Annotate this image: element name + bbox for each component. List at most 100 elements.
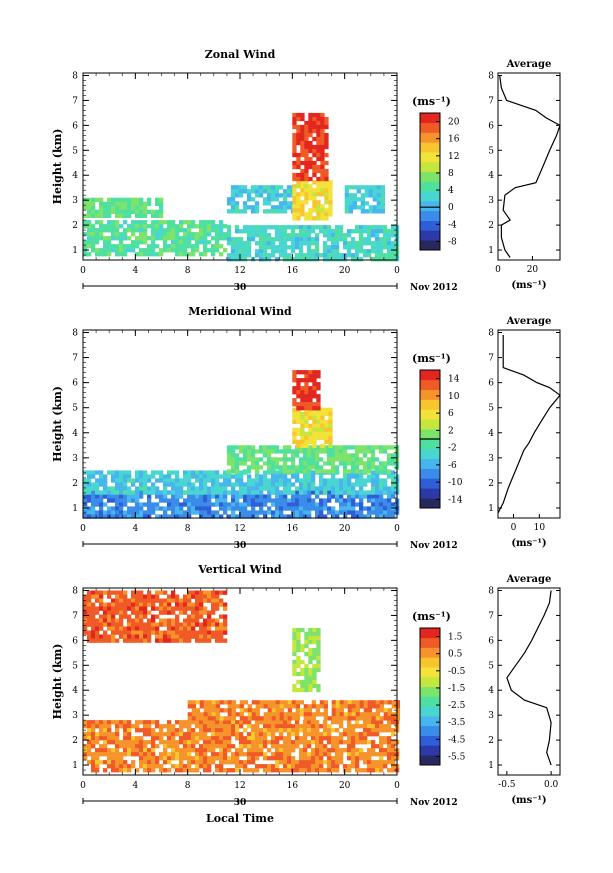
heatmap-cell <box>111 486 116 491</box>
heatmap-cell <box>319 514 324 519</box>
heatmap-cell <box>223 590 228 595</box>
heatmap-cell <box>314 249 320 254</box>
heatmap-cell <box>350 241 356 246</box>
heatmap-cell <box>155 490 160 495</box>
heatmap-cell <box>379 728 384 733</box>
heatmap-cell <box>103 590 108 595</box>
heatmap-cell <box>238 237 244 242</box>
data-patch <box>83 220 228 257</box>
heatmap-cell <box>300 136 305 142</box>
heatmap-cell <box>251 478 256 483</box>
heatmap-cell <box>211 224 216 229</box>
heatmap-cell <box>195 590 200 595</box>
heatmap-cell <box>308 439 313 444</box>
heatmap-cell <box>342 469 348 474</box>
heatmap-cell <box>375 728 380 733</box>
heatmap-cell <box>287 708 292 713</box>
heatmap-cell <box>103 474 108 479</box>
heatmap-cell <box>203 720 208 725</box>
heatmap-cell <box>195 244 200 249</box>
heatmap-cell <box>387 760 392 765</box>
heatmap-cell <box>187 602 192 607</box>
heatmap-cell <box>330 465 336 470</box>
heatmap-cell <box>279 716 284 721</box>
heatmap-cell <box>199 514 204 519</box>
heatmap-cell <box>187 590 192 595</box>
heatmap-cell <box>135 724 140 729</box>
heatmap-cell <box>300 116 305 122</box>
heatmap-cell <box>307 720 312 725</box>
heatmap-cell <box>163 760 168 765</box>
heatmap-cell <box>167 720 172 725</box>
heatmap-cell <box>195 764 200 769</box>
heatmap-cell <box>103 748 108 753</box>
heatmap-cell <box>211 720 216 725</box>
heatmap-cell <box>364 185 369 190</box>
heatmap-cell <box>167 498 172 503</box>
heatmap-cell <box>191 224 196 229</box>
heatmap-cell <box>283 764 288 769</box>
heatmap-cell <box>87 506 92 511</box>
heatmap-cell <box>291 482 296 487</box>
heatmap-cell <box>266 193 272 198</box>
heatmap-cell <box>103 736 108 741</box>
heatmap-cell <box>131 224 136 229</box>
heatmap-cell <box>147 732 152 737</box>
heatmap-cell <box>267 494 272 499</box>
heatmap-cell <box>312 386 317 391</box>
heatmap-cell <box>135 768 140 773</box>
heatmap-cell <box>292 411 297 416</box>
heatmap-cell <box>91 614 96 619</box>
heatmap-cell <box>235 498 240 503</box>
heatmap-cell <box>387 486 392 491</box>
heatmap-cell <box>298 229 304 234</box>
heatmap-cell <box>111 220 116 225</box>
heatmap-cell <box>175 252 180 257</box>
heatmap-cell <box>155 494 160 499</box>
heatmap-cell <box>303 720 308 725</box>
heatmap-cell <box>215 478 220 483</box>
heatmap-cell <box>135 213 140 218</box>
heatmap-cell <box>187 598 192 603</box>
heatmap-cell <box>159 252 164 257</box>
heatmap-cell <box>115 590 120 595</box>
heatmap-cell <box>255 494 260 499</box>
heatmap-cell <box>103 630 108 635</box>
heatmap-cell <box>99 498 104 503</box>
heatmap-cell <box>95 610 100 615</box>
heatmap-cell <box>375 502 380 507</box>
heatmap-cell <box>207 716 212 721</box>
heatmap-cell <box>203 490 208 495</box>
heatmap-cell <box>191 486 196 491</box>
heatmap-cell <box>183 756 188 761</box>
heatmap-cell <box>83 606 88 611</box>
heatmap-cell <box>219 760 224 765</box>
heatmap-cell <box>223 728 228 733</box>
heatmap-cell <box>344 189 349 194</box>
heatmap-cell <box>219 700 224 705</box>
heatmap-cell <box>155 514 160 519</box>
heatmap-cell <box>227 756 232 761</box>
heatmap-cell <box>187 498 192 503</box>
heatmap-cell <box>199 748 204 753</box>
heatmap-cell <box>338 225 344 230</box>
heatmap-cell <box>107 740 112 745</box>
heatmap-cell <box>312 427 317 432</box>
heatmap-cell <box>367 720 372 725</box>
heatmap-cell <box>375 700 380 705</box>
heatmap-cell <box>95 634 100 639</box>
heatmap-cell <box>370 241 376 246</box>
heatmap-cell <box>367 478 372 483</box>
heatmap-cell <box>266 209 272 214</box>
heatmap-cell <box>263 764 268 769</box>
heatmap-cell <box>243 510 248 515</box>
heatmap-cell <box>246 241 252 246</box>
heatmap-cell <box>167 724 172 729</box>
heatmap-cell <box>323 724 328 729</box>
heatmap-cell <box>354 453 360 458</box>
heatmap-cell <box>99 205 104 210</box>
heatmap-cell <box>151 732 156 737</box>
heatmap-cell <box>271 490 276 495</box>
heatmap-cell <box>199 228 204 233</box>
heatmap-cell <box>331 712 336 717</box>
